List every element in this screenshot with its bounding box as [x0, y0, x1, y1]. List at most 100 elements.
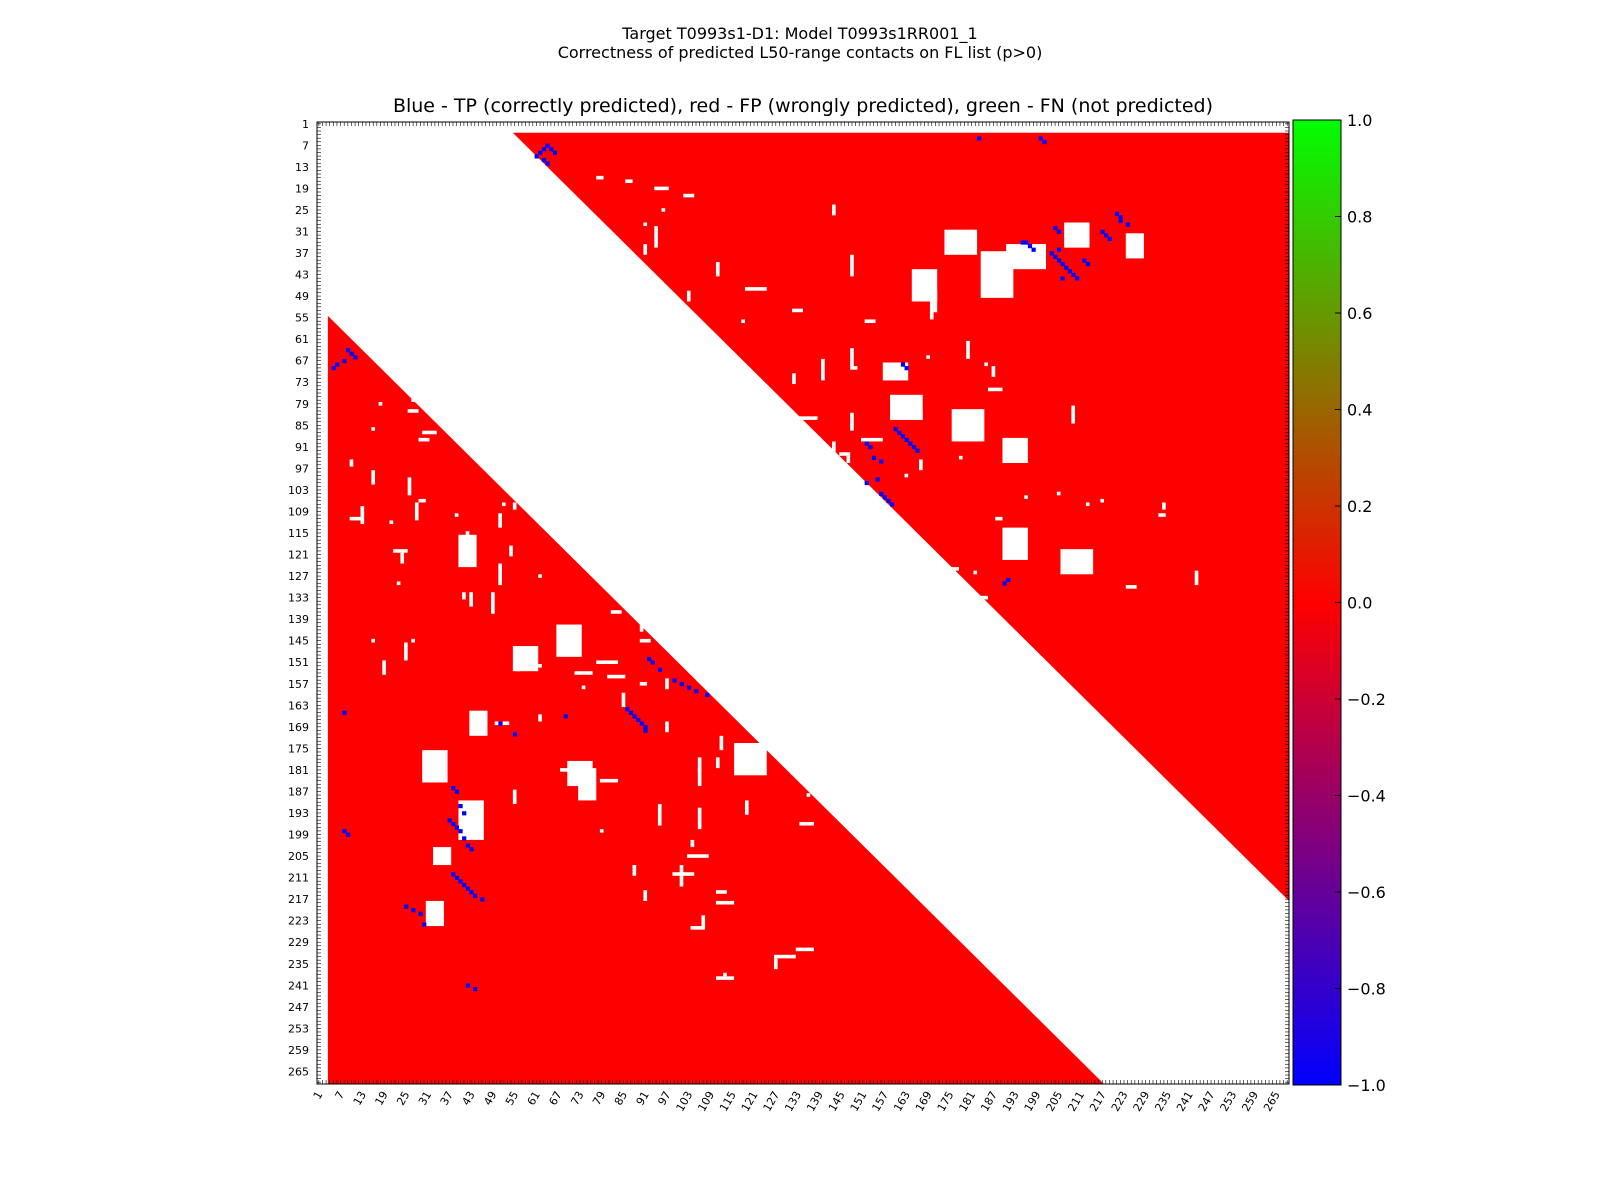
x-tick-label: 139 [804, 1089, 826, 1114]
no-prediction-streak [389, 520, 394, 525]
tp-contact-cell [545, 161, 550, 166]
y-tick-label: 223 [288, 915, 309, 928]
tp-contact-cell [418, 911, 423, 916]
colorbar: 1.0 0.8 0.6 0.4 0.2 0.0 −0.2 −0.4 −0.6 −0.8 −1.0 [1292, 111, 1386, 1095]
tp-contact-cell [686, 685, 692, 690]
no-prediction-block [882, 362, 909, 381]
tp-contact-cell [404, 904, 409, 909]
no-prediction-streak [418, 498, 426, 503]
y-tick-label: 193 [288, 807, 309, 820]
tp-contact-cell [1042, 139, 1047, 145]
tp-contact-cell [342, 829, 347, 834]
x-tick-label: 145 [826, 1089, 848, 1114]
tp-contact-cell [462, 882, 467, 888]
tp-contact-cell [890, 502, 895, 507]
tp-contact-cell [1082, 258, 1087, 263]
x-tick-label: 187 [978, 1089, 1000, 1114]
y-tick-label: 55 [295, 312, 309, 325]
no-prediction-streak [1194, 570, 1199, 586]
y-tick-label: 121 [288, 549, 309, 562]
tp-contact-cell [458, 879, 463, 884]
figure-title-line-1: Target T0993s1-D1: Model T0993s1RR001_1 [622, 24, 978, 43]
no-prediction-streak [683, 193, 695, 198]
y-tick-label: 127 [288, 570, 309, 583]
no-prediction-streak [821, 358, 825, 381]
x-tick-label: 103 [674, 1089, 696, 1114]
y-tick-label: 25 [295, 204, 309, 217]
no-prediction-streak [360, 506, 365, 525]
x-tick-label: 253 [1218, 1089, 1240, 1114]
tp-contact-cell [1067, 269, 1072, 274]
tp-contact-cell [879, 459, 884, 464]
no-prediction-streak [639, 638, 651, 643]
tp-contact-cell [900, 362, 906, 367]
y-tick-label: 19 [295, 182, 309, 195]
no-prediction-streak [973, 570, 978, 575]
no-prediction-streak [799, 416, 818, 420]
no-prediction-streak [414, 502, 419, 521]
no-prediction-streak [723, 972, 727, 977]
no-prediction-streak [929, 301, 934, 320]
x-tick-label: 121 [739, 1089, 761, 1114]
x-tick-label: 181 [956, 1089, 978, 1114]
tp-contact-cell [915, 448, 920, 453]
tp-contact-cell [1056, 247, 1062, 252]
no-prediction-streak [657, 804, 662, 826]
no-prediction-streak [574, 671, 593, 675]
no-prediction-streak [715, 261, 720, 277]
x-tick-label: 259 [1239, 1089, 1261, 1114]
no-prediction-block [980, 251, 1014, 298]
tp-contact-cell [628, 710, 634, 715]
x-tick-label: 97 [655, 1089, 673, 1108]
y-tick-label: 97 [295, 462, 309, 475]
x-tick-label: 229 [1131, 1089, 1153, 1114]
tp-contact-cell [458, 804, 463, 809]
x-tick-label: 235 [1152, 1089, 1174, 1114]
y-tick-label: 199 [288, 829, 309, 842]
no-prediction-streak [404, 642, 408, 661]
tp-contact-cell [1064, 265, 1069, 270]
no-prediction-streak [755, 750, 767, 754]
tp-contact-cell [1118, 218, 1123, 224]
no-prediction-streak [784, 416, 796, 420]
no-prediction-streak [958, 455, 963, 460]
x-tick-label: 1 [311, 1089, 326, 1102]
tp-contact-cell [647, 656, 652, 662]
tp-contact-cell [353, 355, 358, 360]
x-tick-label: 31 [416, 1089, 434, 1108]
no-prediction-block [773, 495, 800, 521]
no-prediction-block [1060, 549, 1094, 575]
y-tick-label: 133 [288, 592, 309, 605]
no-prediction-streak [599, 778, 619, 783]
tp-contact-cell [346, 832, 351, 837]
tp-contact-cell [904, 437, 909, 443]
no-prediction-streak [661, 208, 666, 212]
no-prediction-streak [512, 502, 517, 510]
plot-area [317, 122, 1289, 1084]
tp-contact-cell [1125, 222, 1131, 227]
no-prediction-streak [1158, 513, 1166, 517]
tp-contact-cell [469, 847, 474, 852]
no-prediction-streak [919, 409, 923, 420]
no-prediction-streak [396, 581, 401, 586]
x-tick-label: 193 [1000, 1089, 1022, 1114]
y-tick-label: 163 [288, 699, 309, 712]
colorbar-tick-label: 0.4 [1347, 401, 1372, 420]
y-tick-label: 61 [295, 333, 309, 346]
tp-contact-cell [1049, 251, 1054, 256]
tp-contact-cell [657, 667, 663, 672]
x-tick-label: 175 [935, 1089, 957, 1114]
no-prediction-block [951, 409, 985, 442]
y-tick-label: 79 [295, 398, 309, 411]
no-prediction-streak [839, 480, 851, 485]
tp-contact-cell [897, 430, 902, 435]
no-prediction-streak [697, 807, 702, 830]
tp-contact-cell [1107, 236, 1112, 242]
colorbar-tick-label: −1.0 [1347, 1076, 1386, 1095]
no-prediction-streak [1071, 405, 1076, 424]
no-prediction-block [556, 624, 582, 657]
tp-contact-cell [549, 147, 554, 152]
colorbar-tick-label: −0.4 [1347, 787, 1386, 806]
no-prediction-streak [744, 800, 749, 815]
no-prediction-streak [741, 319, 745, 324]
